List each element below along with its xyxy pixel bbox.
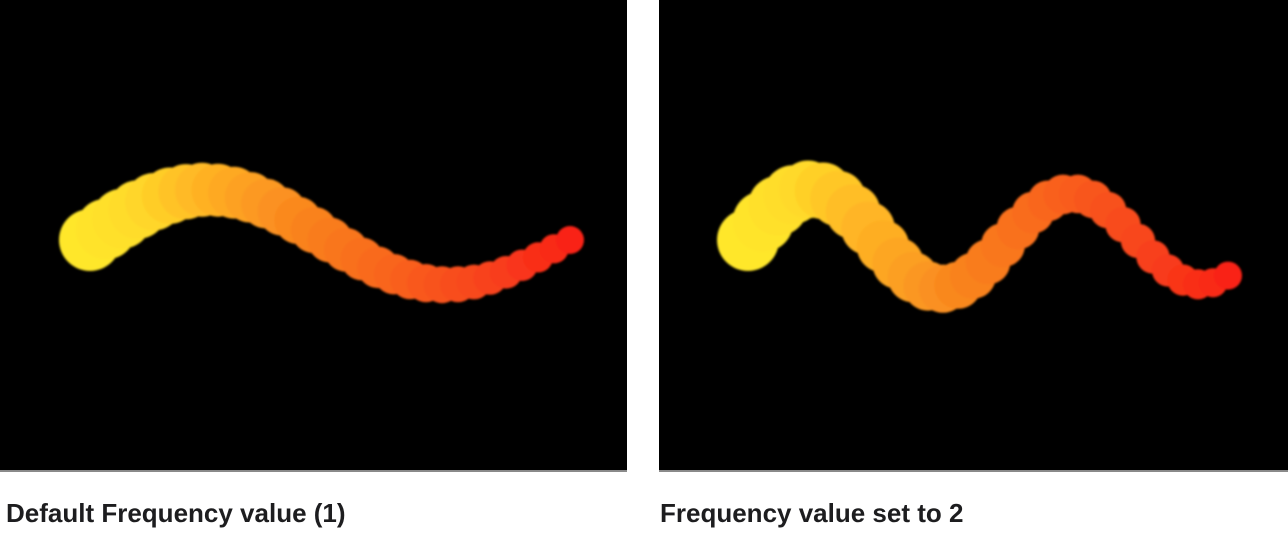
panels-row — [0, 0, 1288, 472]
canvas-panel-frequency-1 — [0, 0, 627, 472]
canvas-panel-frequency-2 — [659, 0, 1288, 472]
trail-dabs-frequency-2 — [717, 160, 1242, 313]
particle-trail-frequency-1 — [59, 162, 584, 304]
captions-row: Default Frequency value (1) Frequency va… — [0, 500, 1288, 526]
particle-dab — [556, 226, 584, 254]
caption-frequency-set-to-2: Frequency value set to 2 — [660, 498, 964, 528]
trail-dabs-frequency-1 — [59, 162, 584, 304]
particle-dab — [1214, 261, 1242, 290]
particle-trail-frequency-2 — [717, 160, 1242, 313]
caption-default-frequency: Default Frequency value (1) — [6, 498, 346, 528]
